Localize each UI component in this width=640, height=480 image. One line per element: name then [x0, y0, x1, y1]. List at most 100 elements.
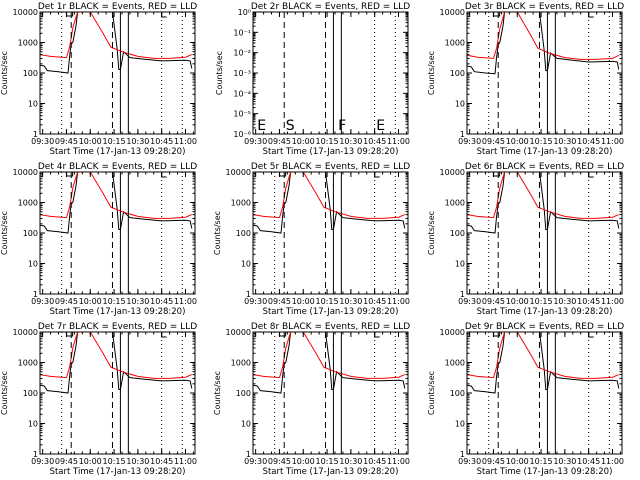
x-tick-label: 10:45: [150, 137, 173, 146]
x-tick-label: 10:45: [577, 137, 600, 146]
x-axis-label: Start Time (17-Jan-13 09:28:20): [477, 467, 613, 477]
y-tick-label: 10⁰: [238, 8, 251, 17]
x-tick-label: 10:15: [530, 297, 553, 306]
series-line-events: [253, 332, 406, 394]
x-axis-label: Start Time (17-Jan-13 09:28:20): [477, 147, 613, 157]
y-tick-label: 10000: [226, 168, 251, 177]
y-tick-label: 100: [23, 229, 38, 238]
panel-title: Det 1r BLACK = Events, RED = LLD: [38, 2, 197, 12]
y-tick-label: 1: [33, 450, 38, 459]
series-line-events: [40, 332, 193, 394]
y-tick-label: 10000: [13, 168, 38, 177]
x-axis-label: Start Time (17-Jan-13 09:28:20): [50, 307, 186, 317]
series-line-events: [467, 12, 620, 75]
y-tick-label: 10: [455, 260, 465, 269]
x-tick-label: 10:45: [150, 457, 173, 466]
x-tick-label: 11:00: [174, 457, 197, 466]
series-line-events: [40, 12, 193, 74]
x-tick-label: 11:00: [387, 297, 410, 306]
x-tick-label: 11:00: [601, 457, 624, 466]
y-axis-label: Counts/sec: [427, 51, 436, 95]
y-axis-label: Counts/sec: [427, 371, 436, 415]
x-tick-label: 10:00: [79, 457, 102, 466]
saa-bracket-icon: [66, 332, 74, 337]
night-bracket-icon: [588, 172, 594, 178]
x-tick-label: 10:00: [79, 137, 102, 146]
y-tick-label: 1: [460, 290, 465, 299]
y-tick-label: 10⁻⁶: [233, 130, 251, 139]
x-axis-label: Start Time (17-Jan-13 09:28:20): [263, 147, 399, 157]
night-bracket-icon: [588, 332, 594, 338]
x-tick-label: 10:30: [126, 297, 149, 306]
detector-panel: 1 10 100 1000 10000 09:30 09:45 10:00 10:15 10:30…: [213, 322, 410, 477]
x-tick-label: 10:45: [363, 297, 386, 306]
x-tick-label: 11:00: [174, 137, 197, 146]
x-tick-label: 11:00: [601, 137, 624, 146]
y-tick-label: 10000: [226, 328, 251, 337]
detector-panel: 1 10 100 1000 10000 09:30 09:45 10:00 10:15 10:30…: [427, 162, 624, 317]
saa-bracket-icon: [493, 12, 501, 17]
night-bracket-icon: [588, 12, 594, 18]
series-line-events: [40, 172, 193, 234]
x-tick-label: 09:30: [31, 137, 54, 146]
plot-frame: [39, 171, 196, 295]
x-tick-label: 10:00: [292, 297, 315, 306]
saa-bracket-icon: [66, 12, 74, 17]
series-line-lld: [40, 12, 192, 59]
x-tick-label: 09:30: [31, 297, 54, 306]
panel-title: Det 8r BLACK = Events, RED = LLD: [251, 322, 410, 332]
y-tick-label: 10000: [440, 328, 465, 337]
night-bracket-icon: [374, 332, 380, 338]
x-tick-label: 10:15: [103, 137, 126, 146]
y-tick-label: 10⁻⁵: [233, 110, 251, 119]
panel-title: Det 7r BLACK = Events, RED = LLD: [38, 322, 197, 332]
x-tick-label: 09:45: [482, 297, 505, 306]
panel-title: Det 2r BLACK = Events, RED = LLD: [251, 2, 410, 12]
marker-label: E: [376, 118, 385, 134]
y-tick-label: 1: [33, 130, 38, 139]
y-tick-label: 1000: [231, 359, 251, 368]
x-tick-label: 10:00: [292, 137, 315, 146]
x-tick-label: 11:00: [174, 297, 197, 306]
series-line-lld: [467, 332, 619, 379]
plot-frame: [252, 11, 409, 135]
x-tick-label: 09:30: [244, 137, 267, 146]
series-line-lld: [253, 172, 405, 219]
y-axis-label: Counts/sec: [213, 211, 222, 255]
y-tick-label: 1: [460, 130, 465, 139]
x-tick-label: 10:15: [103, 457, 126, 466]
y-tick-label: 10: [241, 260, 251, 269]
detector-panel: 1 10 100 1000 10000 09:30 09:45 10:00 10:15 10:30…: [213, 162, 410, 317]
x-tick-label: 10:45: [363, 457, 386, 466]
night-bracket-icon: [161, 12, 167, 18]
x-tick-label: 11:00: [387, 137, 410, 146]
y-tick-label: 100: [450, 229, 465, 238]
y-axis-label: Counts/sec: [0, 211, 9, 255]
night-bracket-icon: [161, 172, 167, 178]
detector-panel: 1 10 100 1000 10000 09:30 09:45 10:00 10:15 10:30…: [427, 2, 624, 157]
x-tick-label: 10:45: [363, 137, 386, 146]
x-tick-label: 10:45: [577, 297, 600, 306]
y-tick-label: 100: [450, 389, 465, 398]
x-axis-label: Start Time (17-Jan-13 09:28:20): [263, 307, 399, 317]
y-tick-label: 1000: [231, 199, 251, 208]
x-tick-label: 10:30: [553, 137, 576, 146]
y-tick-label: 100: [450, 69, 465, 78]
series-line-events: [467, 332, 620, 394]
y-tick-label: 1000: [18, 39, 38, 48]
x-tick-label: 10:15: [316, 137, 339, 146]
marker-label: F: [338, 118, 346, 134]
night-bracket-icon: [374, 172, 380, 178]
y-tick-label: 10000: [13, 328, 38, 337]
x-tick-label: 10:30: [553, 457, 576, 466]
panel-title: Det 9r BLACK = Events, RED = LLD: [465, 322, 624, 332]
y-tick-label: 10⁻³: [233, 69, 251, 78]
y-tick-label: 10⁻⁴: [233, 89, 251, 98]
x-tick-label: 10:15: [530, 137, 553, 146]
x-tick-label: 10:15: [316, 457, 339, 466]
x-tick-label: 09:30: [458, 457, 481, 466]
x-tick-label: 09:30: [458, 137, 481, 146]
y-tick-label: 10: [455, 100, 465, 109]
y-tick-label: 10: [241, 420, 251, 429]
